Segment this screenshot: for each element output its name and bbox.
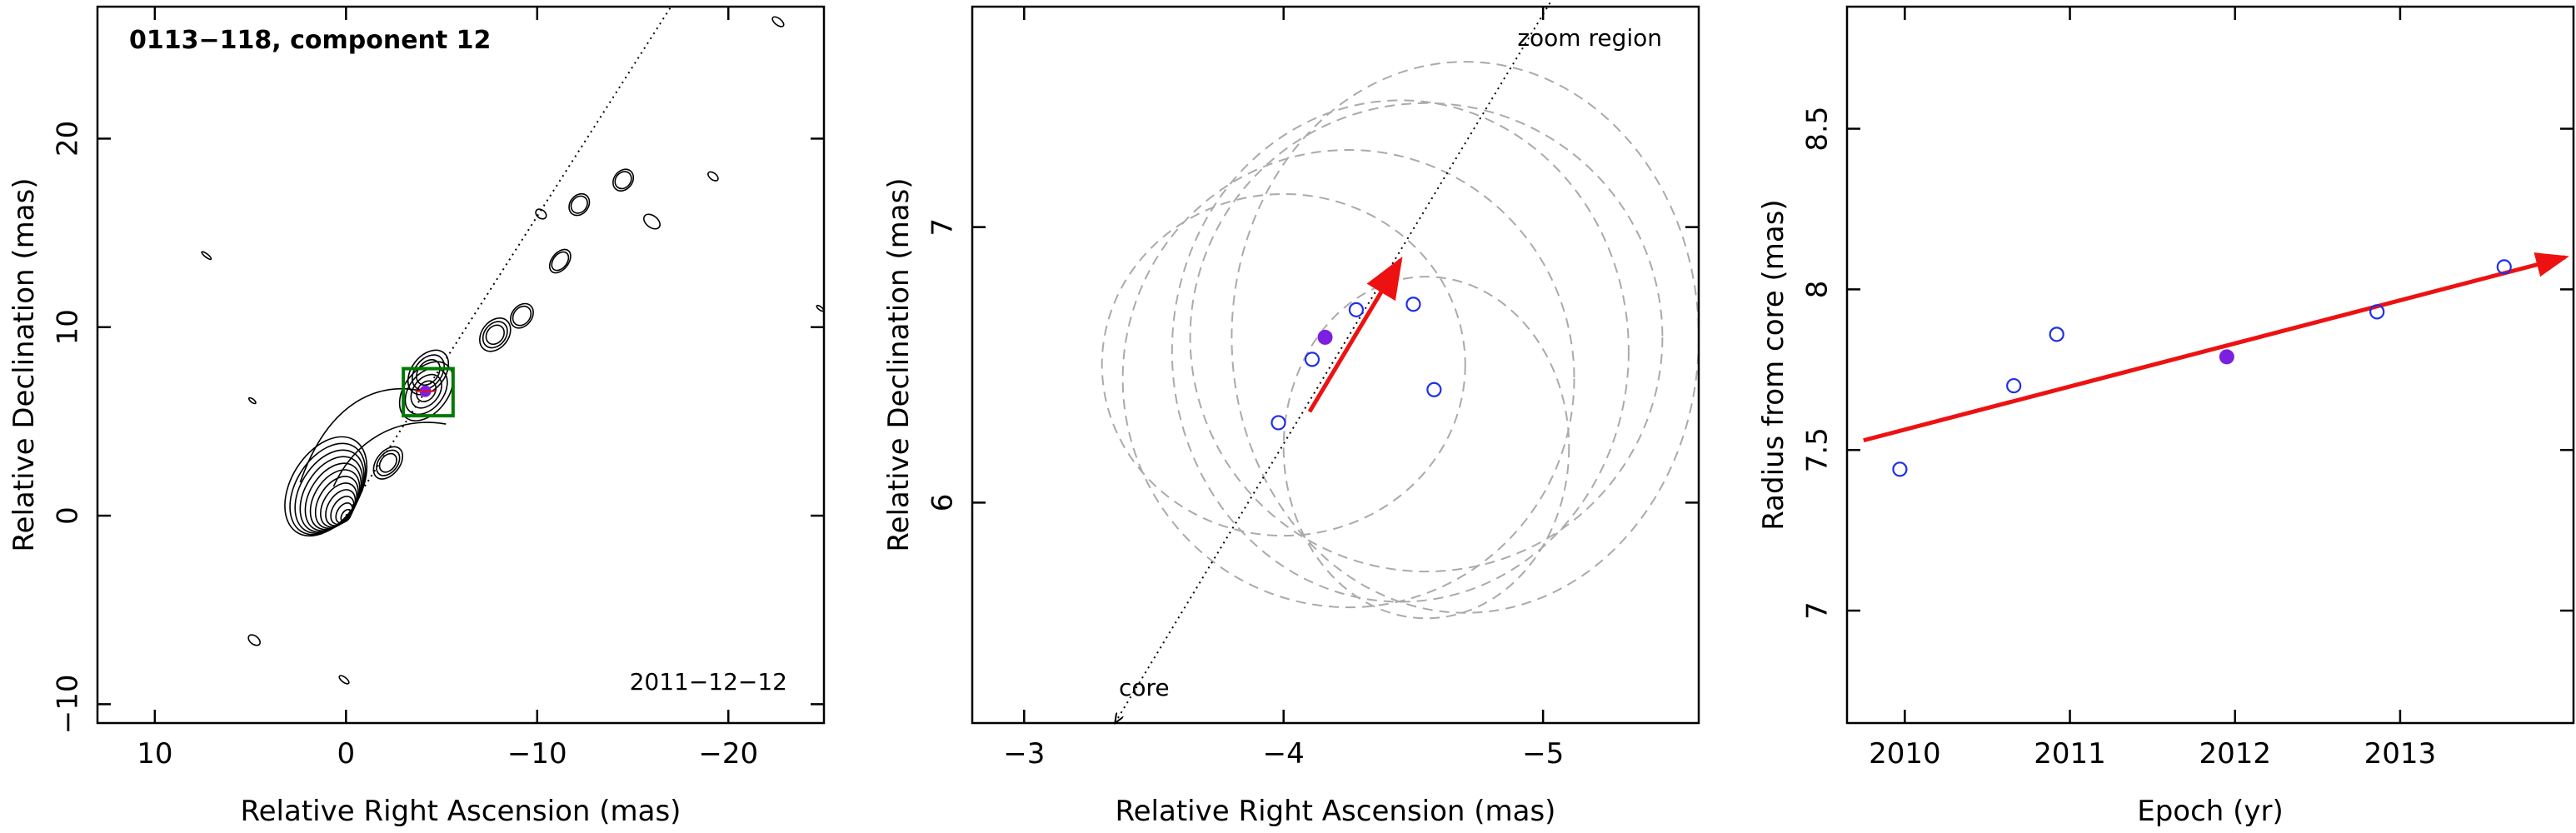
core-contour xyxy=(284,436,368,537)
x-tick-label: −3 xyxy=(1003,737,1045,771)
jet-contour xyxy=(416,359,441,387)
x-tick-label: 2013 xyxy=(2364,737,2437,771)
x-tick-label: 2011 xyxy=(2034,737,2106,771)
jet-envelope-contour xyxy=(299,387,447,487)
y-tick-label: 7 xyxy=(926,218,960,237)
jet-contour xyxy=(535,208,547,220)
jet-contour xyxy=(201,251,212,261)
zoom-box xyxy=(402,367,455,418)
x-tick-label: 0 xyxy=(337,737,355,771)
x-tick-label: −5 xyxy=(1522,737,1564,771)
panel-1-y-axis-title: Relative Declination (mas) xyxy=(7,177,41,551)
error-ellipse xyxy=(1121,149,1575,609)
x-tick-label: −4 xyxy=(1263,737,1305,771)
panel-3-frame xyxy=(1845,5,2575,725)
y-tick-label: 0 xyxy=(52,506,85,525)
jet-contour xyxy=(707,171,719,182)
radius-point xyxy=(2496,259,2512,275)
core-direction-line xyxy=(1115,0,1553,723)
jet-contour xyxy=(372,446,404,480)
x-tick-label: 10 xyxy=(137,737,172,771)
jet-contour xyxy=(247,634,261,646)
position-point xyxy=(1271,415,1286,431)
core-label: core xyxy=(1119,674,1170,701)
position-point xyxy=(1348,302,1365,317)
jet-direction-line xyxy=(345,6,672,516)
panel-1-ticks: 10 0 −10 −20 −10 0 10 20 xyxy=(52,7,824,771)
fit-line-arrow xyxy=(1863,252,2569,443)
jet-contour xyxy=(614,171,632,190)
zoom-region-label: zoom region xyxy=(1517,24,1662,52)
x-tick-label: −20 xyxy=(698,737,758,771)
position-point xyxy=(1426,382,1442,397)
error-ellipse xyxy=(1189,102,1664,573)
panel-1-x-axis-title: Relative Right Ascension (mas) xyxy=(241,795,681,828)
radius-point xyxy=(2049,327,2064,342)
panel-2-plot-area xyxy=(1101,0,1700,723)
error-ellipse xyxy=(1101,192,1466,537)
position-point xyxy=(1304,352,1320,367)
panel-1-plot-area xyxy=(201,6,825,685)
x-tick-label: 2010 xyxy=(1869,737,1941,771)
y-tick-label: 7.5 xyxy=(1801,427,1835,472)
y-tick-label: 6 xyxy=(926,494,960,512)
panel-2-y-axis-title: Relative Declination (mas) xyxy=(882,177,916,551)
radius-point-current xyxy=(2219,349,2234,365)
jet-contour xyxy=(548,248,572,274)
jet-contour xyxy=(485,324,505,346)
jet-contour xyxy=(376,449,401,476)
panel-3-y-axis-title: Radius from core (mas) xyxy=(1757,199,1790,530)
jet-contour xyxy=(570,195,588,214)
panel-3-plot-area xyxy=(1863,252,2569,477)
x-tick-label: 2012 xyxy=(2199,737,2271,771)
panel-2-frame xyxy=(971,5,1700,725)
panel-1-title: 0113−118, component 12 xyxy=(129,26,491,55)
radius-point xyxy=(2369,304,2385,320)
jet-contour xyxy=(568,192,591,217)
panel-3-radius-vs-epoch: 2010 2011 2012 2013 7 7.5 8 8.5 Epoch (yr) Radi… xyxy=(1757,5,2575,828)
jet-contour xyxy=(407,349,450,396)
jet-contour xyxy=(509,302,534,329)
panel-1-frame xyxy=(96,5,826,725)
x-tick-label: −10 xyxy=(507,737,567,771)
y-tick-label: 8 xyxy=(1801,281,1835,299)
panel-1-date-label: 2011−12−12 xyxy=(630,668,787,696)
jet-contour xyxy=(412,354,445,391)
jet-contour xyxy=(398,361,454,421)
jet-contour xyxy=(378,452,397,473)
y-tick-label: 10 xyxy=(52,309,85,345)
velocity-arrow xyxy=(1307,257,1403,413)
panel-3-ticks: 2010 2011 2012 2013 7 7.5 8 8.5 xyxy=(1801,7,2574,771)
jet-contour xyxy=(247,397,257,405)
jet-contour xyxy=(771,16,785,27)
jet-contour xyxy=(512,305,532,327)
jet-contour xyxy=(612,168,635,192)
position-point xyxy=(1405,297,1421,312)
jet-contour xyxy=(551,251,570,272)
panel-2-x-axis-title: Relative Right Ascension (mas) xyxy=(1116,795,1556,828)
y-tick-label: −10 xyxy=(52,674,85,734)
jet-contour xyxy=(479,317,512,352)
radius-point xyxy=(1892,461,1908,477)
error-ellipse xyxy=(1171,99,1630,603)
jet-contour xyxy=(642,213,661,230)
panel-1-contour-map: 10 0 −10 −20 −10 0 10 20 0113−118, component 12… xyxy=(7,5,826,828)
panel-2-zoom-region: −3 −4 −5 6 7 zoom region core Relative Right… xyxy=(882,0,1700,828)
position-point-current xyxy=(1317,329,1333,345)
jet-contour xyxy=(482,321,508,349)
y-tick-label: 20 xyxy=(52,121,85,157)
panel-3-x-axis-title: Epoch (yr) xyxy=(2137,795,2284,828)
error-ellipse xyxy=(1282,276,1570,620)
panel-2-ticks: −3 −4 −5 6 7 xyxy=(926,7,1699,771)
jet-contour xyxy=(338,675,350,685)
radius-point xyxy=(2006,377,2022,394)
y-tick-label: 8.5 xyxy=(1801,107,1835,152)
y-tick-label: 7 xyxy=(1801,601,1835,620)
